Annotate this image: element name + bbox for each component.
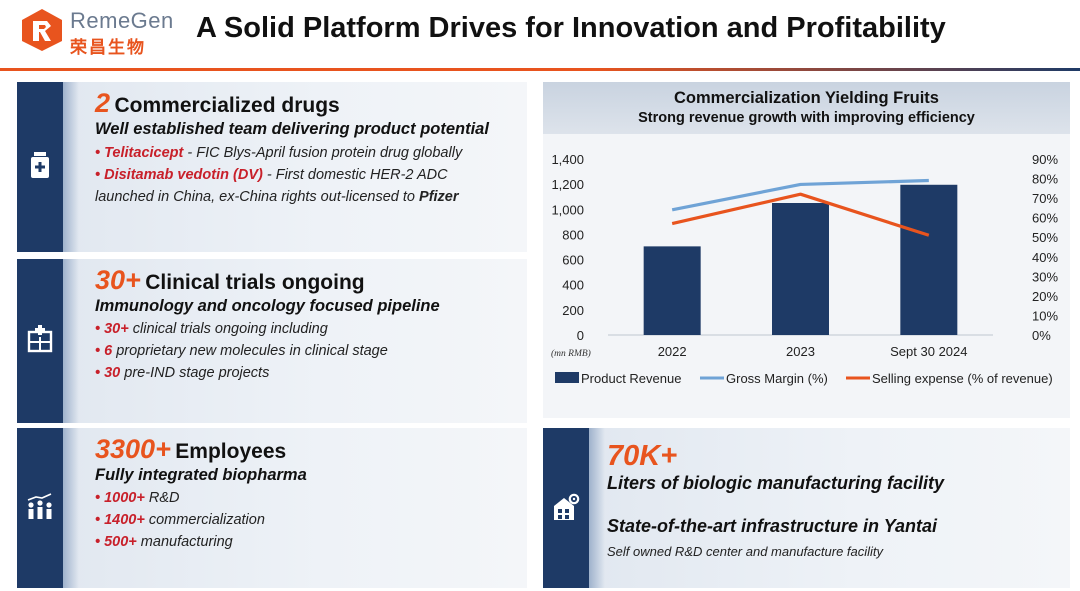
y-tick-label: 1,000 [551, 202, 584, 217]
y-tick-label: 600 [562, 253, 584, 268]
facility-capacity: 70K+ [607, 440, 678, 472]
y2-tick-label: 60% [1032, 211, 1058, 226]
clinical-building-icon [27, 325, 53, 353]
item-text: manufacturing [136, 534, 233, 550]
item-text: R&D [144, 490, 180, 506]
y2-tick-label: 80% [1032, 172, 1058, 187]
drug-desc-telitacicept: - FIC Blys-April fusion protein drug glo… [183, 145, 463, 161]
header: RemeGen 荣昌生物 A Solid Platform Drives for… [0, 0, 1080, 71]
employees-panel: 3300+ Employees Fully integrated biophar… [17, 428, 527, 588]
y-tick-label: 1,400 [551, 152, 584, 167]
legend-label: Selling expense (% of revenue) [872, 371, 1053, 386]
stripe-shade [63, 428, 79, 588]
facility-line-1: Liters of biologic manufacturing facilit… [607, 473, 945, 493]
item-text: proprietary new molecules in clinical st… [112, 343, 388, 359]
drug-name-telitacicept: • Telitacicept [95, 145, 184, 161]
trials-panel: 30+ Clinical trials ongoing Immunology a… [17, 259, 527, 423]
revenue-bar [900, 184, 958, 335]
item-text: clinical trials ongoing including [128, 321, 328, 337]
list-item: • 6 proprietary new molecules in clinica… [95, 343, 388, 359]
facility-panel: 70K+ Liters of biologic manufacturing fa… [543, 428, 1070, 588]
x-tick-label: Sept 30 2024 [890, 344, 967, 359]
partner-name: Pfizer [419, 189, 459, 205]
drugs-subheading: Well established team delivering product… [95, 120, 489, 138]
legend-swatch [555, 372, 579, 383]
item-text: pre-IND stage projects [120, 365, 270, 381]
legend-label: Product Revenue [581, 371, 681, 386]
x-tick-label: 2022 [658, 344, 687, 359]
y-tick-label: 0 [577, 328, 584, 343]
item-number: 1400+ [104, 512, 145, 528]
y2-tick-label: 90% [1032, 152, 1058, 167]
revenue-bar [772, 203, 829, 335]
factory-gear-icon [554, 493, 580, 520]
legend-label: Gross Margin (%) [726, 371, 828, 386]
drug-desc-dv: - First domestic HER-2 ADC [262, 167, 448, 183]
list-item: • 30 pre-IND stage projects [95, 365, 270, 381]
item-number: 6 [104, 343, 113, 359]
y2-tick-label: 0% [1032, 328, 1051, 343]
y2-tick-label: 10% [1032, 308, 1058, 323]
item-text: commercialization [144, 512, 265, 528]
item-number: 1000+ [104, 490, 145, 506]
drugs-heading: Commercialized drugs [114, 94, 340, 117]
drug-name-dv: • Disitamab vedotin (DV) [95, 167, 263, 183]
company-logo: RemeGen 荣昌生物 [20, 6, 180, 57]
chart-header: Commercialization Yielding Fruits Strong… [543, 82, 1070, 134]
y-tick-label: 800 [562, 227, 584, 242]
unit-label: (mn RMB) [551, 348, 591, 359]
y2-tick-label: 20% [1032, 289, 1058, 304]
logo-mark-icon [22, 9, 62, 51]
y2-tick-label: 50% [1032, 230, 1058, 245]
item-number: 30 [104, 365, 121, 381]
chart-subtitle: Strong revenue growth with improving eff… [638, 110, 975, 126]
list-item: • 1400+ commercialization [95, 512, 265, 528]
drugs-panel: 2 Commercialized drugs Well established … [17, 82, 527, 252]
page-title: A Solid Platform Drives for Innovation a… [196, 12, 946, 44]
y2-tick-label: 40% [1032, 250, 1058, 265]
y-tick-label: 200 [562, 303, 584, 318]
employees-count: 3300+ [95, 434, 171, 464]
y-tick-label: 1,200 [551, 177, 584, 192]
medicine-bottle-icon [31, 152, 49, 178]
facility-line-3: Self owned R&D center and manufacture fa… [607, 544, 884, 559]
employees-heading: Employees [175, 440, 287, 463]
item-number: 30+ [104, 321, 129, 337]
header-divider [0, 68, 1080, 71]
item-number: 500+ [104, 534, 137, 550]
chart-title: Commercialization Yielding Fruits [674, 89, 939, 107]
list-item: • 500+ manufacturing [95, 534, 233, 550]
selling-expense-line [671, 192, 930, 237]
trials-subheading: Immunology and oncology focused pipeline [95, 297, 440, 315]
list-item: • 1000+ R&D [95, 490, 180, 506]
logo-name-cn: 荣昌生物 [70, 38, 146, 57]
logo-name-en: RemeGen [70, 8, 174, 33]
drug-desc-dv-cont: launched in China, ex-China rights out-l… [95, 189, 420, 205]
revenue-bar [643, 246, 701, 335]
x-tick-label: 2023 [786, 344, 815, 359]
list-item: • 30+ clinical trials ongoing including [95, 321, 328, 337]
revenue-chart: 1,400 1,200 1,000 800 600 400 200 0 90% 80% 70% 60%… [551, 152, 1058, 386]
stripe-shade [589, 428, 605, 588]
stripe-shade [63, 259, 79, 423]
revenue-chart-panel: Commercialization Yielding Fruits Strong… [543, 82, 1070, 418]
people-growth-icon [27, 493, 52, 519]
employees-subheading: Fully integrated biopharma [95, 466, 307, 484]
facility-line-2: State-of-the-art infrastructure in Yanta… [607, 516, 938, 536]
gross-margin-line [671, 178, 929, 212]
trials-heading: Clinical trials ongoing [145, 271, 365, 294]
stripe-shade [63, 82, 79, 252]
y-tick-label: 400 [562, 278, 584, 293]
y2-tick-label: 30% [1032, 269, 1058, 284]
y2-tick-label: 70% [1032, 191, 1058, 206]
trials-count: 30+ [95, 265, 141, 295]
drugs-count: 2 [95, 88, 111, 118]
